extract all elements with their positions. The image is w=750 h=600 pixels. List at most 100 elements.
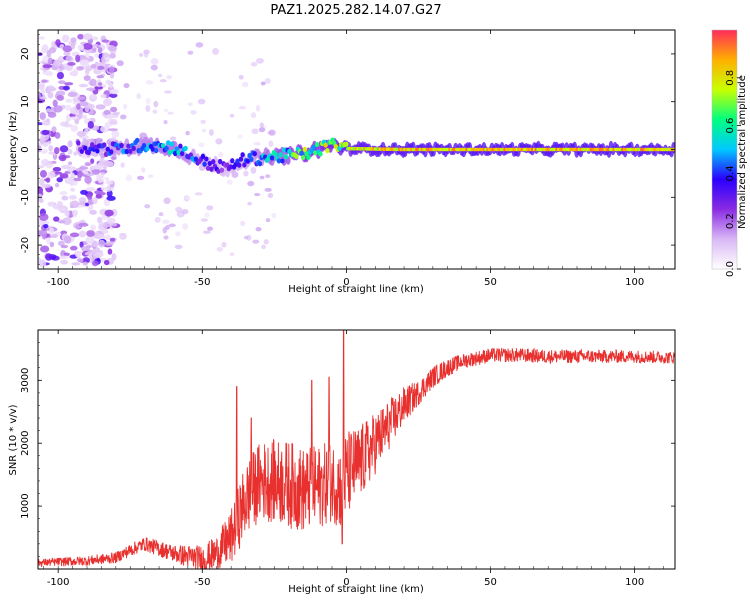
spectrogram-noise-cell (116, 60, 124, 67)
spectrogram-noise-cell (162, 227, 167, 234)
spectrogram-noise-cell (38, 36, 45, 40)
spectrogram-noise-cell (83, 75, 91, 82)
spectrogram-noise-cell (109, 52, 116, 59)
spectrogram-noise-cell (45, 118, 51, 123)
spectrogram-noise-cell (79, 241, 84, 248)
spectrogram-noise-cell (62, 217, 72, 225)
spectrogram-noise-cell (163, 197, 171, 205)
spectrogram-noise-cell (73, 151, 78, 156)
spectrogram-noise-cell (97, 47, 103, 54)
colorbar-tick: 0.2 (725, 213, 741, 229)
spectrogram-noise-cell (226, 179, 233, 185)
spectrogram-noise-cell (271, 212, 277, 219)
spectrogram-ridge-cell (166, 140, 171, 146)
spectrogram-noise-cell (175, 231, 181, 237)
spectrogram-noise-cell (47, 111, 57, 118)
spectrogram-noise-cell (59, 259, 69, 265)
figure-title: PAZ1.2025.282.14.07.G27 (270, 3, 441, 18)
snr-panel: -100 -50 0 50 100 1000 2000 3000 Height of stra… (8, 329, 676, 595)
snr-xtick: -100 (47, 330, 70, 588)
spectrogram-noise-cell (53, 105, 63, 113)
spectrogram-ridge-cell (79, 148, 85, 154)
spectrogram-noise-cell (41, 79, 47, 83)
spectrogram-noise-cell (107, 45, 118, 52)
spectrogram-noise-cell (174, 244, 183, 250)
spectrogram-xtick-label: -100 (47, 277, 70, 288)
spectrogram-ridge-cell (344, 141, 349, 147)
spectrogram-ridge-cell (102, 142, 107, 148)
spectrogram-noise-cell (209, 129, 214, 136)
spectrogram-noise-cell (87, 194, 93, 201)
spectrogram-noise-cell (243, 170, 249, 177)
snr-series-line (37, 329, 676, 570)
spectrogram-xtick: -50 (194, 30, 210, 288)
spectrogram-ridge-cell (88, 146, 93, 152)
spectrogram-noise-cell (216, 246, 224, 252)
spectrogram-ridge-cell (300, 154, 306, 161)
spectrogram-xtick-label: 0 (343, 277, 349, 288)
spectrogram-noise-cell (47, 171, 56, 179)
spectrogram-noise-cell (251, 128, 259, 135)
spectrogram-ridge-cell (249, 156, 254, 162)
snr-xtick-label: 50 (484, 577, 497, 588)
spectrogram-noise-cell (242, 81, 249, 88)
spectrogram-noise-cell (90, 249, 97, 256)
spectrogram-xlabel: Height of straight line (km) (288, 284, 424, 295)
spectrogram-noise-cell (103, 166, 108, 170)
spectrogram-noise-cell (264, 77, 271, 84)
spectrogram-ridge-cell (283, 154, 289, 160)
spectrogram-noise-cell (120, 114, 127, 120)
spectrogram-noise-cell (123, 103, 128, 110)
spectrogram-ridge-cell (176, 150, 181, 156)
spectrogram-noise-cell (88, 104, 95, 110)
spectrogram-noise-cell (95, 104, 106, 110)
spectrogram-xtick-label: -50 (194, 277, 210, 288)
spectrogram-noise-cell (98, 82, 103, 86)
spectrogram-noise-cell (90, 224, 96, 231)
snr-ticks: -100 -50 0 50 100 1000 2000 3000 (20, 329, 675, 588)
spectrogram-noise-cell (82, 33, 93, 41)
snr-ytick-label: 1000 (20, 493, 31, 518)
spectrogram-noise-cell (175, 206, 183, 213)
colorbar-tick: 0.0 (725, 261, 741, 277)
spectrogram-noise-cell (47, 57, 53, 65)
spectrogram-noise-cell (90, 158, 95, 164)
spectrogram-noise-cell (40, 148, 48, 154)
spectrogram-noise-cell (138, 52, 144, 57)
spectrogram-ridge-cell (325, 148, 330, 154)
spectrogram-noise-cell (255, 105, 261, 112)
spectrogram-noise-cell (76, 170, 83, 179)
spectrogram-noise-cell (84, 127, 89, 135)
spectrogram-noise-cell (99, 157, 105, 166)
spectrogram-noise-cell (59, 173, 69, 179)
spectrogram-noise-cell (265, 218, 271, 223)
spectrogram-noise-cell (59, 145, 69, 153)
spectrogram-ridge-cell (240, 152, 245, 158)
spectrogram-noise-cell (61, 164, 71, 170)
spectrogram-noise-cell (163, 120, 168, 125)
spectrogram-ridge-cell (141, 142, 147, 149)
spectrogram-noise-cell (141, 167, 146, 173)
spectrogram-noise-cell (109, 88, 119, 95)
snr-xtick-label: 0 (343, 577, 349, 588)
spectrogram-noise-cell (153, 100, 159, 108)
spectrogram-ridge-cell (167, 149, 173, 156)
spectrogram-noise-cell (78, 166, 89, 170)
spectrogram-noise-cell (111, 130, 120, 138)
spectrogram-noise-cell (154, 216, 161, 223)
spectrogram-noise-cell (40, 87, 46, 95)
spectrogram-noise-cell (58, 154, 67, 162)
spectrogram-noise-cell (38, 111, 41, 115)
spectrogram-noise-cell (217, 151, 224, 158)
spectrogram-ridge-cell (311, 144, 316, 151)
spectrogram-noise-cell (61, 34, 70, 43)
spectrogram-ridge-cell (269, 155, 275, 161)
spectrogram-ridge-cell (204, 156, 209, 162)
spectrogram-noise-cell (238, 75, 244, 80)
spectrogram-noise-cell (69, 71, 78, 77)
spectrogram-noise-cell (229, 252, 235, 257)
spectrogram-noise-cell (85, 87, 96, 92)
spectrogram-noise-cell (143, 50, 149, 58)
spectrogram-noise-cell (86, 230, 95, 237)
colorbar-tick-label: 0.8 (725, 70, 736, 86)
